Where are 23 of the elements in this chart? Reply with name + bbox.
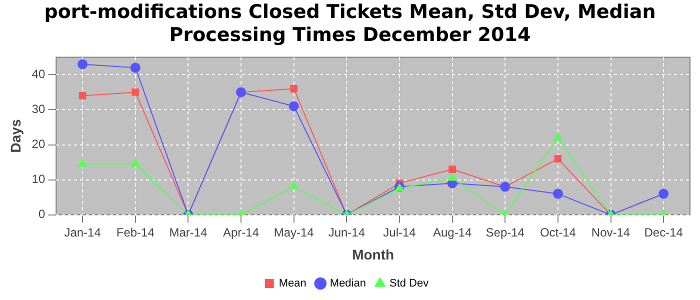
y-axis-title: Days [7, 119, 24, 153]
legend-label: Mean [278, 278, 306, 290]
x-tick-label: Oct-14 [540, 225, 576, 240]
x-tick-label: Feb-14 [116, 225, 155, 240]
x-tick-label: Mar-14 [169, 225, 208, 240]
x-tick-label: Jan-14 [64, 225, 102, 240]
legend-label: Std Dev [389, 278, 430, 290]
y-tick-label: 10 [32, 172, 46, 186]
x-tick-label: Sep-14 [486, 225, 525, 240]
x-tick-label: Jul-14 [383, 225, 416, 240]
x-axis-title: Month [352, 246, 394, 262]
y-tick-label: 30 [32, 102, 46, 116]
x-tick-label: Dec-14 [644, 225, 684, 240]
legend-label: Median [330, 278, 366, 290]
x-tick-label: Aug-14 [432, 225, 472, 240]
y-tick-label: 40 [32, 67, 46, 82]
x-tick-label: Apr-14 [223, 225, 260, 240]
y-tick-label: 0 [38, 207, 46, 222]
chart-title: port-modifications Closed Tickets Mean, Std Dev, Median Processing Times December 2014 [43, 1, 657, 47]
x-tick-label: Jun-14 [328, 225, 366, 240]
y-tick-label: 20 [32, 137, 46, 152]
x-tick-label: Nov-14 [591, 225, 630, 240]
x-tick-label: May-14 [274, 225, 314, 240]
